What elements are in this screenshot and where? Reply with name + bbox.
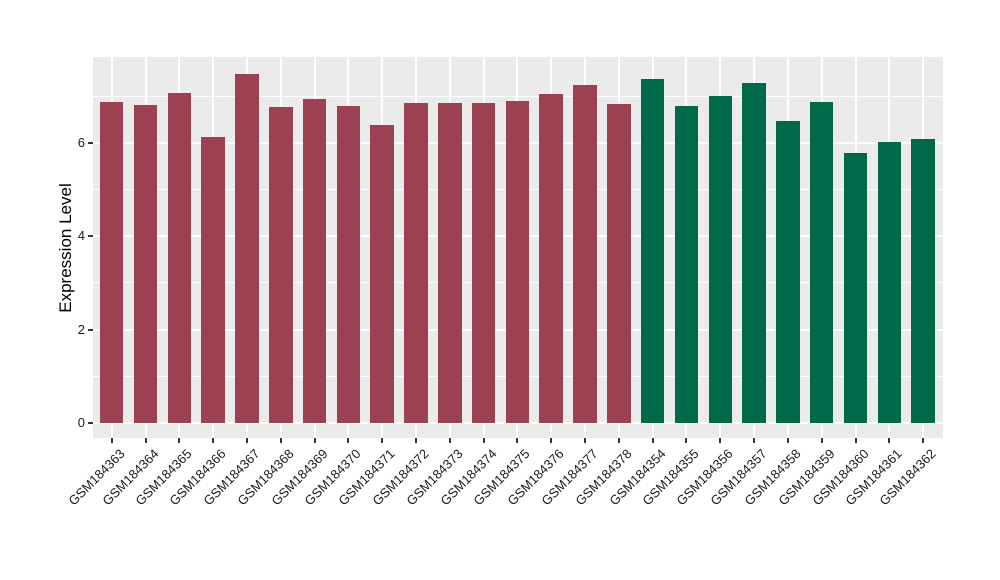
x-tick-mark-GSM184364 [144,438,147,443]
x-tick-mark-GSM184357 [753,438,756,443]
bar-GSM184366 [201,137,225,423]
x-tick-mark-GSM184360 [854,438,857,443]
bar-GSM184357 [742,83,766,423]
x-tick-mark-GSM184377 [584,438,587,443]
y-tick-label-6: 6 [77,134,85,150]
y-tick-label-2: 2 [77,321,85,337]
x-tick-mark-GSM184354 [651,438,654,443]
x-tick-mark-GSM184372 [414,438,417,443]
bar-GSM184356 [708,95,733,423]
bar-GSM184377 [573,85,597,423]
x-tick-mark-GSM184362 [922,438,925,443]
bar-GSM184375 [505,101,530,423]
bar-GSM184364 [133,104,158,423]
x-tick-mark-GSM184366 [212,438,215,443]
y-tick-label-4: 4 [77,228,85,244]
y-tick-mark-0 [88,422,93,424]
x-tick-mark-GSM184378 [617,438,620,443]
x-tick-mark-GSM184367 [245,438,248,443]
bar-GSM184372 [404,102,428,423]
x-tick-mark-GSM184363 [110,438,113,443]
bar-GSM184378 [607,103,631,423]
x-tick-mark-GSM184361 [888,438,891,443]
x-tick-mark-GSM184374 [482,438,485,443]
x-tick-mark-GSM184375 [516,438,519,443]
y-tick-mark-2 [88,328,93,331]
bar-GSM184369 [302,98,327,423]
bar-GSM184354 [640,79,665,423]
y-axis-title: Expression Level [56,183,75,313]
y-tick-mark-4 [88,235,93,238]
y-tick-mark-6 [88,141,93,144]
x-tick-mark-GSM184373 [448,438,451,443]
x-tick-mark-GSM184359 [820,438,823,443]
bar-GSM184365 [167,92,192,423]
plot-panel [93,57,943,438]
x-tick-mark-GSM184369 [313,438,316,443]
x-tick-mark-GSM184358 [786,438,789,443]
bar-GSM184374 [471,103,496,423]
bar-GSM184368 [269,106,293,423]
bar-GSM184362 [911,139,935,423]
bar-GSM184359 [809,101,834,423]
x-tick-mark-GSM184355 [685,438,688,443]
bar-GSM184370 [336,106,361,423]
bar-GSM184355 [674,106,699,423]
bar-GSM184363 [99,102,124,423]
x-tick-mark-GSM184370 [347,438,350,443]
x-tick-mark-GSM184368 [279,438,282,443]
x-tick-mark-GSM184371 [381,438,384,443]
x-tick-mark-GSM184376 [550,438,553,443]
bar-GSM184371 [370,124,394,423]
y-tick-label-0: 0 [77,415,85,430]
bar-GSM184367 [235,73,259,423]
bar-GSM184360 [843,153,868,423]
bar-GSM184361 [877,141,902,423]
bar-GSM184358 [776,120,800,423]
bar-GSM184373 [438,103,462,423]
x-tick-mark-GSM184356 [719,438,722,443]
bar-GSM184376 [539,93,563,423]
x-tick-mark-GSM184365 [178,438,181,443]
